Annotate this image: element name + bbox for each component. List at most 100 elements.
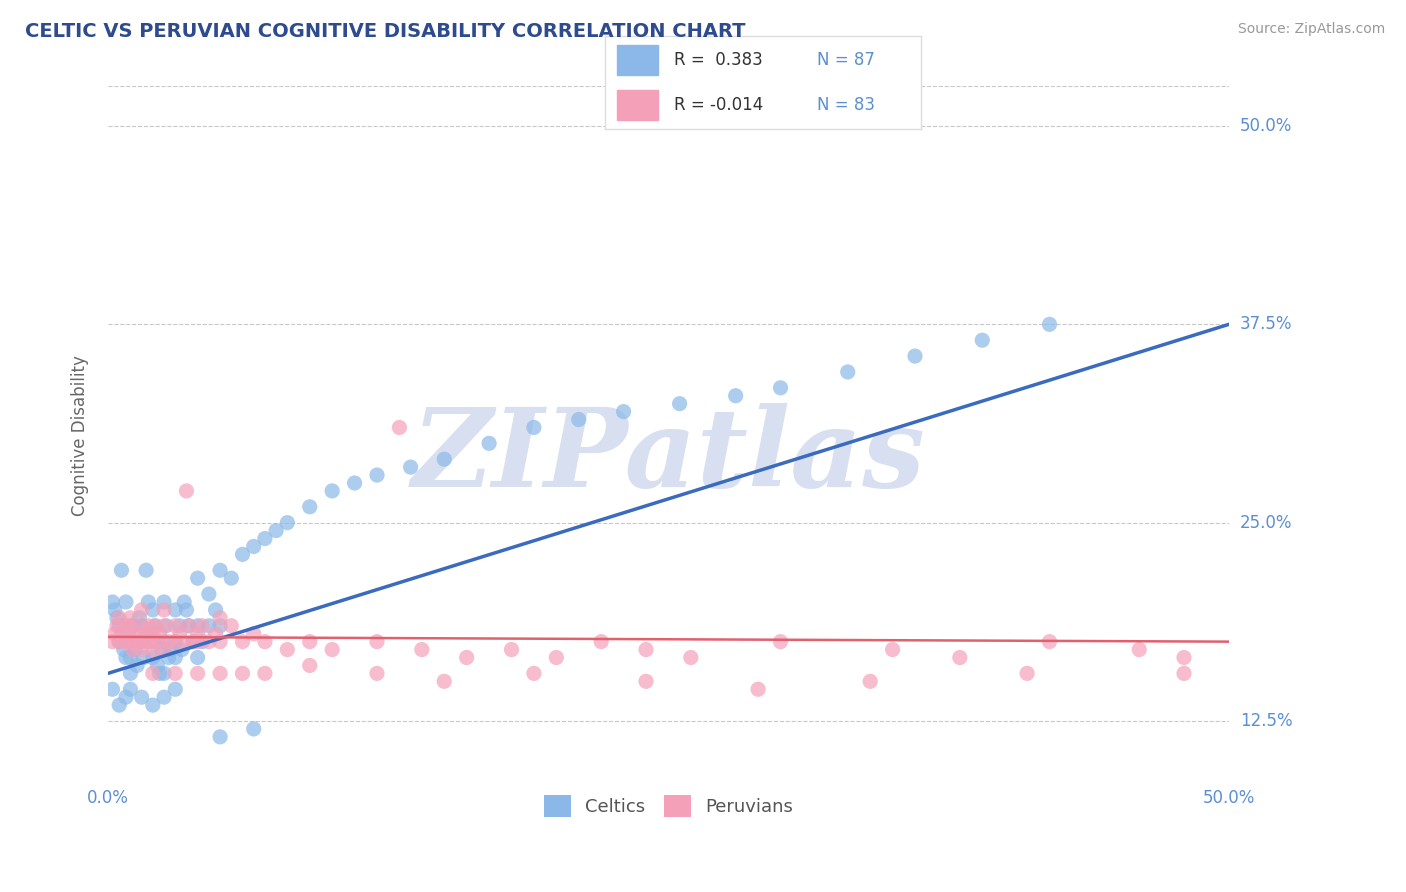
Point (191, 634, 214, 648)
Point (276, 516, 298, 530)
Point (142, 634, 165, 648)
Point (177, 619, 200, 633)
Point (433, 674, 456, 689)
Point (115, 650, 138, 665)
Legend: Celtics, Peruvians: Celtics, Peruvians (537, 788, 800, 824)
Point (433, 452, 456, 467)
Point (191, 619, 214, 633)
Point (108, 698, 131, 712)
Point (399, 460, 422, 475)
Point (546, 650, 568, 665)
Point (127, 626, 149, 640)
Point (124, 642, 146, 657)
Point (388, 420, 411, 434)
Point (165, 634, 187, 648)
Point (209, 730, 232, 744)
Point (128, 634, 150, 648)
Point (138, 619, 160, 633)
Text: ZIPatlas: ZIPatlas (412, 402, 925, 510)
Point (142, 650, 165, 665)
Point (904, 349, 927, 363)
Point (120, 682, 142, 697)
Point (104, 603, 127, 617)
Point (298, 500, 321, 514)
Point (209, 563, 232, 577)
Text: R = -0.014: R = -0.014 (675, 96, 763, 114)
Point (242, 540, 264, 554)
Point (523, 420, 546, 434)
Point (209, 619, 232, 633)
Point (120, 611, 142, 625)
Point (159, 642, 181, 657)
Point (173, 595, 195, 609)
Point (124, 634, 146, 648)
Point (478, 436, 501, 450)
Point (769, 381, 792, 395)
Point (153, 619, 176, 633)
Point (679, 650, 702, 665)
Point (198, 619, 221, 633)
Point (187, 626, 209, 640)
Point (298, 658, 321, 673)
Point (253, 666, 276, 681)
Point (153, 603, 176, 617)
Point (153, 690, 176, 705)
Point (131, 690, 153, 705)
Point (105, 611, 128, 625)
Point (169, 626, 191, 640)
Point (343, 475, 366, 490)
Point (101, 634, 124, 648)
Point (219, 619, 242, 633)
Point (366, 666, 388, 681)
Point (949, 650, 972, 665)
Point (366, 468, 388, 483)
Point (242, 722, 264, 736)
Text: 37.5%: 37.5% (1240, 316, 1292, 334)
Text: 25.0%: 25.0% (1240, 514, 1292, 532)
Text: N = 87: N = 87 (817, 51, 875, 69)
Point (181, 634, 204, 648)
Point (131, 642, 153, 657)
Point (231, 548, 253, 562)
Point (264, 524, 287, 538)
Point (128, 611, 150, 625)
Point (411, 642, 433, 657)
Point (146, 634, 169, 648)
Point (157, 634, 180, 648)
Point (187, 650, 209, 665)
Point (108, 611, 131, 625)
Point (131, 619, 153, 633)
Text: 50.0%: 50.0% (1240, 117, 1292, 135)
Point (170, 642, 193, 657)
Point (859, 674, 882, 689)
Point (173, 634, 195, 648)
Point (634, 642, 657, 657)
Point (131, 603, 153, 617)
Point (231, 666, 253, 681)
Point (165, 650, 187, 665)
Point (132, 626, 155, 640)
Point (198, 587, 221, 601)
Point (110, 626, 132, 640)
Point (146, 658, 169, 673)
Point (127, 658, 149, 673)
Point (165, 619, 187, 633)
Point (135, 563, 157, 577)
Point (568, 412, 591, 426)
Point (169, 619, 191, 633)
Point (523, 666, 546, 681)
Point (117, 626, 139, 640)
Point (1038, 318, 1060, 332)
Point (110, 563, 132, 577)
Point (204, 626, 226, 640)
Point (120, 666, 142, 681)
Point (142, 666, 165, 681)
Text: CELTIC VS PERUVIAN COGNITIVE DISABILITY CORRELATION CHART: CELTIC VS PERUVIAN COGNITIVE DISABILITY … (25, 22, 745, 41)
Point (972, 333, 994, 347)
Point (157, 650, 180, 665)
Text: R =  0.383: R = 0.383 (675, 51, 763, 69)
Point (112, 634, 135, 648)
Point (591, 634, 613, 648)
Point (165, 634, 187, 648)
Point (120, 650, 142, 665)
